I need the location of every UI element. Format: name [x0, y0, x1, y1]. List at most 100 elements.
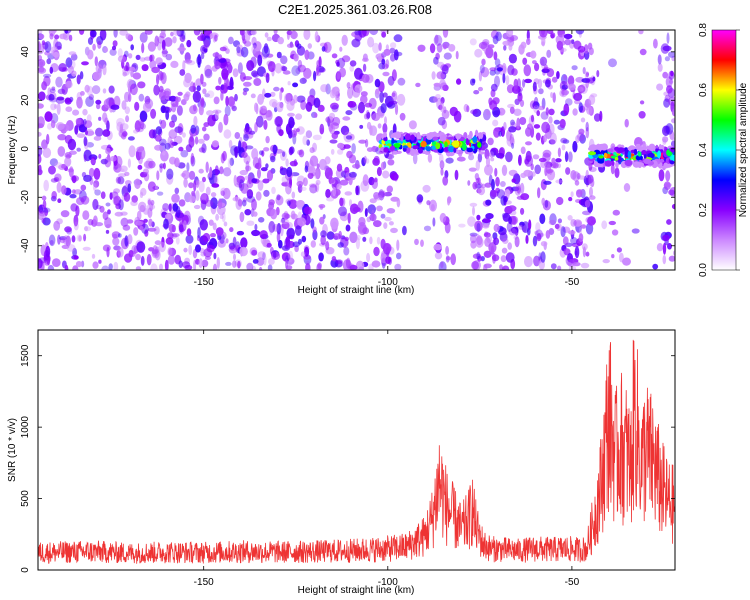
spectrogram-cell — [342, 116, 351, 121]
spectrogram-cell — [429, 199, 437, 212]
spectrogram-cell — [325, 83, 331, 95]
spectrogram-cell — [267, 264, 273, 270]
spectrogram-cell — [543, 64, 548, 72]
spectrogram-cell — [104, 47, 109, 53]
spectrogram-cell — [281, 252, 291, 262]
spectrogram-cell — [215, 227, 224, 236]
spectrogram-cell — [429, 43, 436, 54]
spectrogram-cell — [171, 224, 176, 233]
spectrogram-cell — [295, 113, 303, 120]
spectrogram-cell — [148, 160, 156, 169]
spectrogram-cell — [159, 263, 163, 270]
spectrogram-cell — [511, 142, 515, 149]
spectrogram-cell — [72, 247, 77, 257]
y-tick-label: 0 — [20, 146, 31, 152]
spectrogram-cell — [159, 142, 167, 153]
spectrogram-cell — [253, 78, 262, 86]
spectrogram-cell — [662, 136, 669, 143]
y-tick-label: 500 — [20, 490, 31, 507]
spectrogram-cell — [218, 198, 223, 210]
spectrogram-cell — [159, 163, 165, 169]
spectrogram-cell — [73, 221, 79, 231]
spectrogram-cell — [366, 111, 371, 119]
spectrogram-cell — [610, 163, 615, 175]
spectrogram-cell — [198, 258, 203, 269]
spectrogram-cell — [540, 241, 548, 247]
spectrogram-cell — [337, 149, 344, 155]
spectrogram-cell — [142, 102, 152, 113]
spectrogram-cell — [248, 130, 256, 135]
spectrogram-cell — [181, 170, 190, 180]
spectrogram-cell — [309, 184, 318, 194]
spectrogram-cell — [193, 115, 198, 127]
spectrogram-cell — [572, 108, 578, 116]
spectrogram-cell — [581, 243, 588, 251]
spectrogram-cell — [307, 172, 314, 179]
spectrogram-cell — [105, 202, 111, 207]
spectrogram-cell — [205, 186, 211, 196]
spectrogram-cell — [117, 55, 127, 63]
spectrogram-cell — [54, 104, 58, 109]
spectrogram-cell — [212, 109, 222, 114]
spectrogram-cell — [561, 89, 565, 97]
spectrogram-cell — [572, 262, 581, 267]
spectrogram-cell — [480, 256, 485, 262]
spectrogram-cell — [137, 81, 146, 89]
spectrogram-cell — [619, 252, 624, 263]
spectrogram-cell — [43, 179, 49, 192]
spectrogram-cell — [285, 259, 289, 270]
spectrogram-cell — [209, 166, 213, 178]
y-tick-label: 20 — [20, 94, 31, 106]
spectrogram-cell — [61, 185, 67, 195]
spectrogram-cell — [656, 83, 664, 91]
spectrogram-cell — [525, 127, 532, 137]
spectrogram-cell — [237, 260, 241, 269]
spectrogram-cell — [163, 218, 169, 230]
spectrogram-cell — [279, 90, 283, 101]
spectrogram-cell — [275, 116, 283, 127]
x-tick-label: -50 — [565, 277, 580, 288]
spectrogram-cell — [157, 35, 165, 44]
spectrogram-cell — [48, 234, 56, 247]
spectrogram-cell — [503, 196, 508, 203]
spectrogram-cell — [467, 180, 471, 186]
spectrogram-cell — [201, 81, 207, 87]
spectrogram-cell — [196, 85, 201, 92]
spectrogram-cell — [231, 105, 237, 112]
spectrogram-cell — [335, 95, 340, 102]
spectrogram-cell — [147, 199, 151, 206]
spectrogram-cell — [354, 30, 362, 36]
spectrogram-cell — [313, 97, 321, 109]
spectrogram-cell — [577, 45, 586, 53]
spectrogram-cell — [385, 154, 395, 160]
spectrogram-cell — [263, 189, 270, 197]
spectrogram-cell — [622, 257, 631, 266]
spectrogram-cell — [513, 108, 522, 117]
spectrogram-cell — [668, 51, 675, 58]
spectrogram-cell — [273, 30, 278, 35]
spectrogram-cell — [505, 252, 515, 263]
spectrogram-cell — [92, 182, 97, 192]
spectrogram-cell — [513, 78, 519, 90]
spectrogram-cell — [127, 158, 131, 168]
snr-marks — [38, 339, 675, 564]
spectrogram-cell — [141, 64, 149, 72]
spectrogram-cell — [188, 170, 196, 180]
spectrogram-cell — [224, 105, 231, 117]
spectrogram-cell — [146, 254, 152, 266]
spectrogram-cell — [666, 85, 673, 94]
spectrogram-cell — [522, 78, 526, 88]
spectrogram-cell — [469, 232, 478, 237]
spectrogram-cell — [80, 91, 85, 96]
spectrogram-cell — [252, 42, 257, 49]
spectrogram-cell — [150, 263, 158, 270]
spectrogram-cell — [136, 210, 142, 221]
spectrogram-cell — [422, 184, 431, 193]
spectrogram-cell — [210, 192, 217, 198]
spectrogram-cell — [83, 118, 87, 125]
spectrogram-cell — [192, 90, 202, 103]
spectrogram-cell — [535, 222, 541, 233]
spectrogram-cell — [366, 252, 371, 263]
spectrogram-cell — [448, 44, 456, 52]
